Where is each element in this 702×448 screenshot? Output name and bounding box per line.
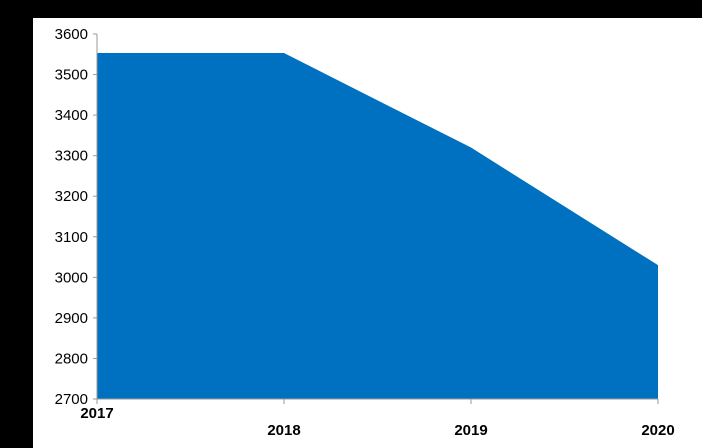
y-tick-label: 2700 — [55, 391, 88, 408]
x-tick-label: 2018 — [267, 422, 300, 439]
y-tick-label: 3100 — [55, 229, 88, 246]
y-tick-label: 3200 — [55, 188, 88, 205]
plot-area — [96, 34, 659, 400]
y-tick-label: 3500 — [55, 67, 88, 84]
x-tick-label: 2019 — [454, 422, 487, 439]
x-axis-ticks: 2017 2018 2019 2020 — [80, 399, 675, 439]
x-tick-label: 2017 — [80, 405, 113, 422]
y-axis-ticks: 2700 2800 2900 3000 3100 3200 3300 3400 3500 3600 — [55, 26, 97, 408]
y-tick-label: 2900 — [55, 310, 88, 327]
x-tick-label: 2020 — [641, 422, 674, 439]
area-series — [97, 53, 658, 400]
y-tick-label: 3400 — [55, 107, 88, 124]
y-tick-label: 3600 — [55, 26, 88, 43]
y-tick-label: 3000 — [55, 269, 88, 286]
y-tick-label: 2800 — [55, 350, 88, 367]
y-tick-label: 3300 — [55, 148, 88, 165]
